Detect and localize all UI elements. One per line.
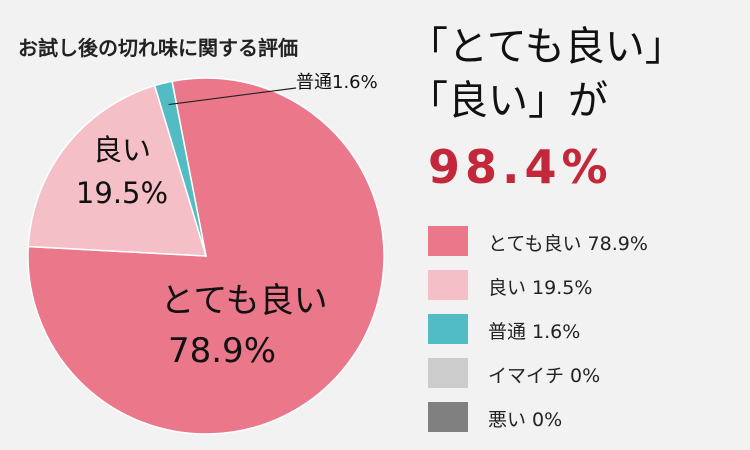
slice-label-name-とても良い: とても良い — [160, 281, 327, 321]
legend-label: イマイチ 0% — [488, 365, 601, 387]
headline-line2: 「良い」が — [408, 78, 608, 124]
legend-swatch — [428, 226, 468, 256]
pie-slice-普通 — [153, 80, 207, 257]
chart-title: お試し後の切れ味に関する評価 — [18, 36, 298, 60]
headline: 「とても良い」 「良い」が — [408, 20, 685, 128]
headline-percent: 98.4% — [428, 140, 613, 194]
pie-slice-良い — [27, 84, 208, 257]
pie-slice-とても良い — [27, 77, 385, 435]
legend-label: とても良い 78.9% — [488, 233, 648, 255]
slice-label-name-良い: 良い — [93, 133, 151, 167]
slice-label-value-とても良い: 78.9% — [168, 331, 276, 371]
legend-label: 良い 19.5% — [488, 277, 593, 299]
legend-swatch — [428, 314, 468, 344]
legend-label: 普通 1.6% — [488, 321, 581, 343]
slice-label-普通: 普通1.6% — [296, 72, 378, 93]
legend-label: 悪い 0% — [488, 409, 563, 431]
legend-swatch — [428, 402, 468, 432]
slice-label-value-良い: 19.5% — [76, 176, 168, 210]
headline-line1: 「とても良い」 — [408, 24, 685, 70]
callout-line-普通 — [168, 87, 297, 106]
legend-swatch — [428, 358, 468, 388]
legend-swatch — [428, 270, 468, 300]
